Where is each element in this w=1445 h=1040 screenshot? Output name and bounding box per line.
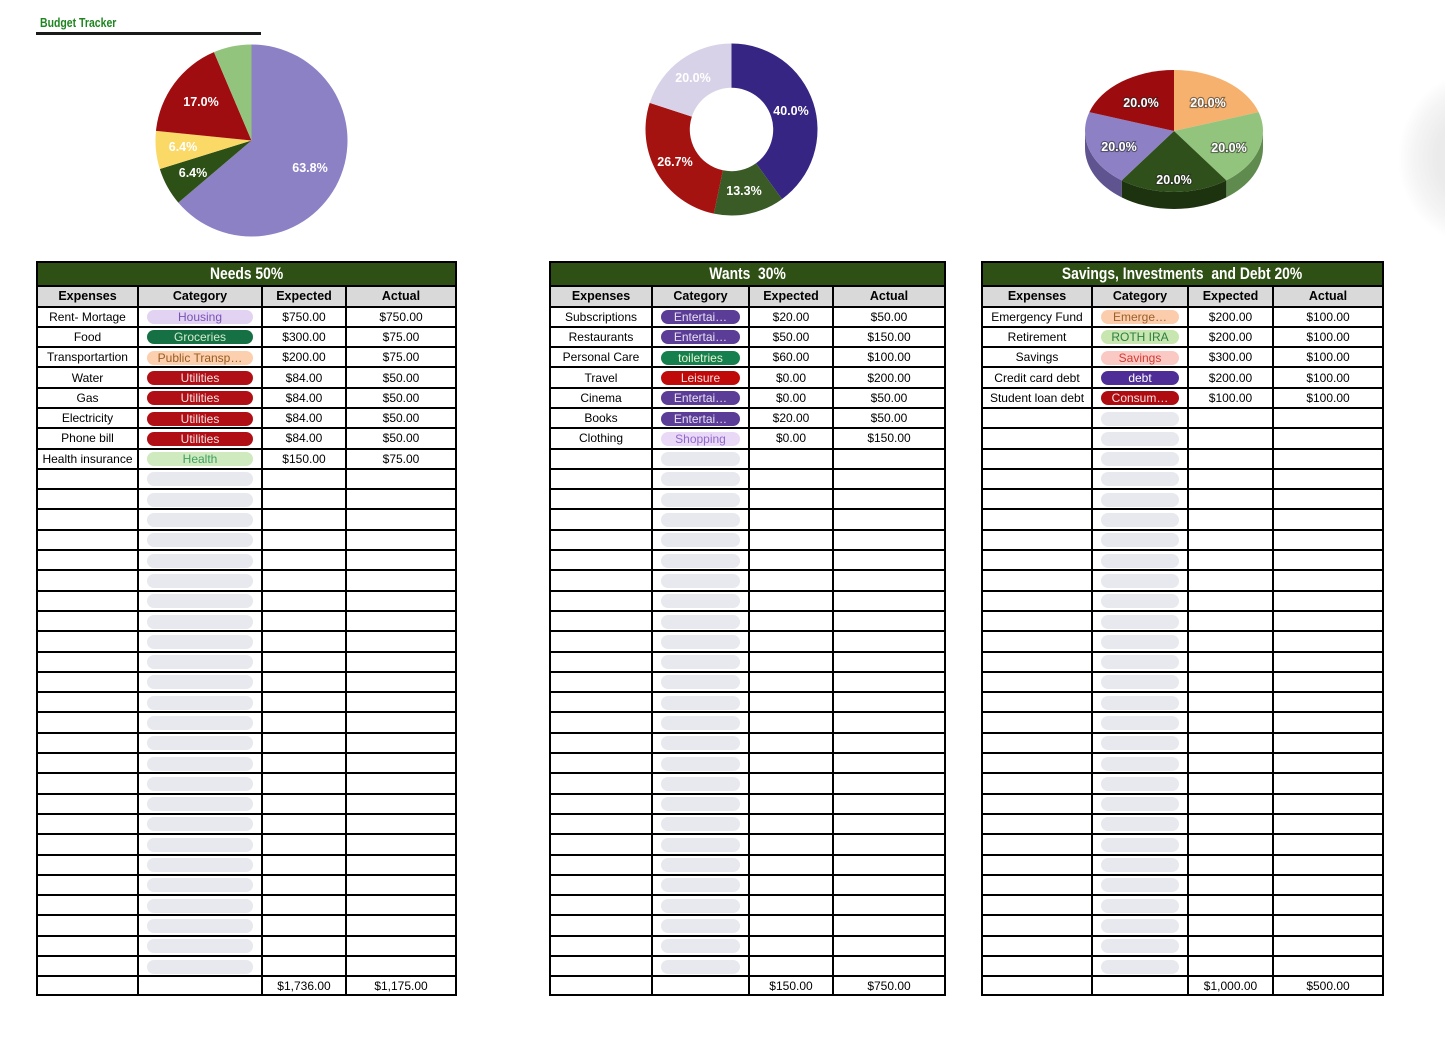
svg-text:6.4%: 6.4% [179,166,208,180]
svg-text:63.8%: 63.8% [292,161,327,175]
svg-text:17.0%: 17.0% [183,95,218,109]
svg-text:20.0%: 20.0% [1101,140,1136,154]
svg-text:40.0%: 40.0% [773,104,808,118]
svg-text:20.0%: 20.0% [1123,96,1158,110]
svg-text:20.0%: 20.0% [1211,141,1246,155]
svg-text:6.4%: 6.4% [169,140,198,154]
svg-text:13.3%: 13.3% [726,184,761,198]
svg-text:20.0%: 20.0% [675,71,710,85]
svg-text:20.0%: 20.0% [1190,96,1225,110]
svg-text:20.0%: 20.0% [1156,173,1191,187]
svg-text:26.7%: 26.7% [657,155,692,169]
